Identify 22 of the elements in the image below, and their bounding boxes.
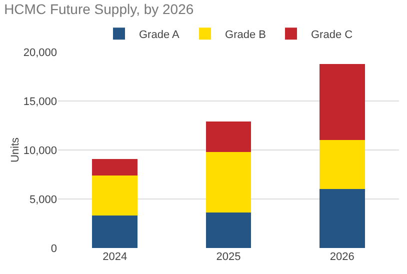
y-tick-label: 15,000 xyxy=(23,96,57,108)
bar xyxy=(92,216,138,248)
x-tick-label: 2025 xyxy=(216,251,241,263)
y-axis-title: Units xyxy=(9,136,22,163)
bar xyxy=(319,64,365,140)
x-tick-label: 2024 xyxy=(102,251,128,263)
y-tick-label: 0 xyxy=(50,242,57,255)
legend-label: Grade B xyxy=(225,28,266,41)
bar xyxy=(206,212,252,248)
bar xyxy=(206,152,252,213)
y-tick-label: 20,000 xyxy=(23,46,57,59)
legend-label: Grade C xyxy=(310,28,353,41)
x-tick-label: 2026 xyxy=(330,251,354,263)
bar xyxy=(92,158,138,176)
bar xyxy=(319,140,365,190)
bar xyxy=(319,189,365,248)
y-tick-label: 5,000 xyxy=(29,194,57,206)
chart-title: HCMC Future Supply, by 2026 xyxy=(4,0,194,17)
bar xyxy=(206,122,252,152)
bar xyxy=(92,175,138,216)
legend-label: Grade A xyxy=(139,28,180,41)
y-tick-label: 10,000 xyxy=(23,144,57,157)
